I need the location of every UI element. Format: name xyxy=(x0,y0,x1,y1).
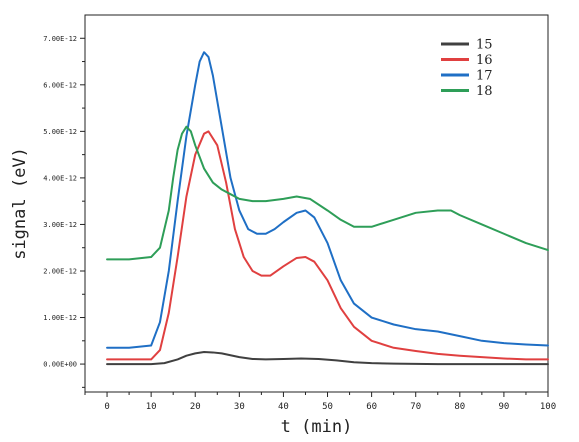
y-axis-title: signal (eV) xyxy=(10,147,30,260)
legend-label-15: 15 xyxy=(476,38,493,53)
x-tick-label: 90 xyxy=(498,402,509,412)
legend-label-16: 16 xyxy=(476,53,493,68)
x-tick-label: 20 xyxy=(190,402,201,412)
y-tick-label: 5.00E-12 xyxy=(43,128,77,136)
x-tick-label: 80 xyxy=(454,402,465,412)
y-tick-label: 0.00E+00 xyxy=(43,361,77,369)
legend-label-18: 18 xyxy=(476,84,493,99)
x-tick-label: 10 xyxy=(146,402,157,412)
x-tick-label: 70 xyxy=(410,402,421,412)
y-tick-label: 7.00E-12 xyxy=(43,35,77,43)
series-line-18 xyxy=(106,125,549,261)
y-tick-label: 4.00E-12 xyxy=(43,174,77,182)
x-tick-label: 60 xyxy=(366,402,377,412)
series-line-16 xyxy=(106,130,549,361)
series-line-15 xyxy=(106,350,549,366)
legend-label-17: 17 xyxy=(476,69,493,84)
y-tick-label: 1.00E-12 xyxy=(43,314,77,322)
ticks-layer: 0 10 20 30 40 50 60 70 80 90 100 0.00E+00 1.00E-12 2.… xyxy=(43,35,556,412)
x-tick-label: 50 xyxy=(322,402,333,412)
x-tick-label: 40 xyxy=(278,402,289,412)
y-tick-label: 3.00E-12 xyxy=(43,221,77,229)
x-tick-label: 0 xyxy=(104,402,109,412)
plot-frame xyxy=(84,14,549,393)
series-layer xyxy=(106,51,549,366)
x-tick-label: 30 xyxy=(234,402,245,412)
y-tick-label: 2.00E-12 xyxy=(43,267,77,275)
x-tick-label: 100 xyxy=(540,402,556,412)
x-axis-title: t (min) xyxy=(281,417,353,437)
series-line-17 xyxy=(106,51,549,349)
y-tick-label: 6.00E-12 xyxy=(43,81,77,89)
